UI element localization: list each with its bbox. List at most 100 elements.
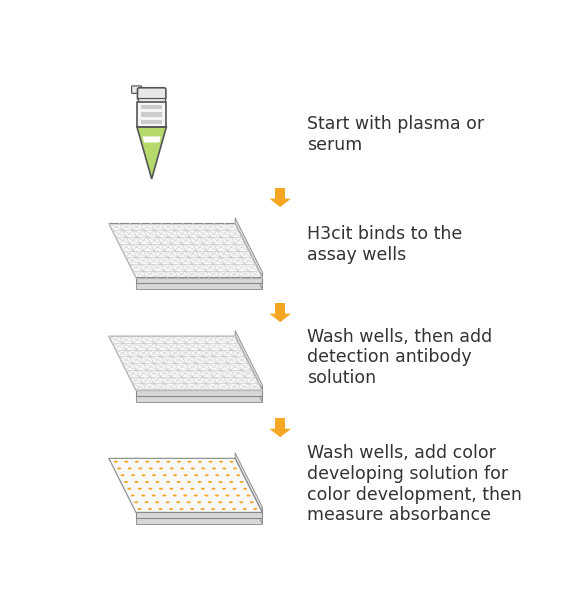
- Ellipse shape: [211, 488, 215, 490]
- Ellipse shape: [229, 461, 233, 463]
- Ellipse shape: [197, 501, 201, 503]
- Ellipse shape: [180, 467, 184, 470]
- Ellipse shape: [225, 495, 229, 497]
- Polygon shape: [109, 223, 262, 278]
- Polygon shape: [275, 418, 285, 429]
- FancyBboxPatch shape: [132, 86, 141, 93]
- Ellipse shape: [155, 501, 159, 503]
- Ellipse shape: [114, 461, 118, 463]
- Ellipse shape: [125, 461, 128, 463]
- Ellipse shape: [124, 481, 128, 483]
- Ellipse shape: [201, 467, 205, 470]
- Ellipse shape: [201, 508, 205, 510]
- Ellipse shape: [152, 474, 156, 476]
- Ellipse shape: [127, 467, 132, 470]
- Polygon shape: [143, 137, 161, 143]
- Ellipse shape: [236, 474, 240, 476]
- Ellipse shape: [166, 481, 170, 483]
- Ellipse shape: [166, 461, 171, 463]
- Polygon shape: [275, 303, 285, 314]
- Ellipse shape: [219, 461, 223, 463]
- Ellipse shape: [176, 481, 180, 483]
- Ellipse shape: [194, 474, 198, 476]
- Polygon shape: [269, 314, 291, 322]
- Ellipse shape: [239, 501, 243, 503]
- Polygon shape: [136, 396, 262, 401]
- Ellipse shape: [184, 474, 188, 476]
- Polygon shape: [275, 188, 285, 199]
- Ellipse shape: [208, 461, 212, 463]
- Polygon shape: [139, 98, 165, 102]
- Polygon shape: [235, 331, 262, 390]
- Polygon shape: [235, 458, 262, 518]
- Polygon shape: [235, 218, 262, 278]
- Polygon shape: [136, 512, 262, 518]
- Polygon shape: [235, 336, 262, 396]
- Ellipse shape: [198, 481, 201, 483]
- Ellipse shape: [215, 495, 219, 497]
- Ellipse shape: [246, 495, 250, 497]
- Polygon shape: [235, 223, 262, 283]
- Ellipse shape: [158, 508, 162, 510]
- Ellipse shape: [146, 461, 150, 463]
- Ellipse shape: [169, 488, 173, 490]
- Ellipse shape: [253, 508, 257, 510]
- Polygon shape: [136, 512, 262, 518]
- Ellipse shape: [149, 467, 152, 470]
- Polygon shape: [235, 223, 262, 283]
- Ellipse shape: [191, 467, 195, 470]
- FancyBboxPatch shape: [137, 88, 166, 100]
- Ellipse shape: [180, 508, 183, 510]
- Polygon shape: [136, 278, 262, 283]
- Polygon shape: [136, 390, 262, 396]
- Ellipse shape: [240, 481, 244, 483]
- Ellipse shape: [134, 481, 139, 483]
- Polygon shape: [269, 429, 291, 437]
- Ellipse shape: [131, 474, 135, 476]
- Ellipse shape: [156, 461, 160, 463]
- Ellipse shape: [159, 467, 164, 470]
- Ellipse shape: [183, 495, 187, 497]
- Ellipse shape: [187, 501, 191, 503]
- Ellipse shape: [243, 488, 247, 490]
- Ellipse shape: [250, 501, 254, 503]
- Ellipse shape: [120, 474, 125, 476]
- Ellipse shape: [177, 461, 181, 463]
- Ellipse shape: [187, 461, 191, 463]
- Ellipse shape: [198, 461, 202, 463]
- Ellipse shape: [159, 488, 163, 490]
- Ellipse shape: [162, 495, 166, 497]
- Text: Wash wells, add color
developing solution for
color development, then
measure ab: Wash wells, add color developing solutio…: [307, 444, 522, 525]
- Ellipse shape: [131, 495, 134, 497]
- Ellipse shape: [226, 474, 230, 476]
- Polygon shape: [109, 336, 262, 390]
- Ellipse shape: [135, 461, 139, 463]
- Ellipse shape: [212, 467, 216, 470]
- Ellipse shape: [166, 501, 170, 503]
- Ellipse shape: [141, 474, 146, 476]
- Ellipse shape: [144, 501, 148, 503]
- Ellipse shape: [215, 474, 219, 476]
- Ellipse shape: [201, 488, 205, 490]
- Bar: [141, 112, 162, 117]
- Polygon shape: [235, 464, 262, 523]
- Ellipse shape: [208, 481, 212, 483]
- Ellipse shape: [145, 481, 149, 483]
- Bar: [141, 105, 162, 109]
- Ellipse shape: [194, 495, 198, 497]
- Ellipse shape: [229, 501, 233, 503]
- Polygon shape: [137, 102, 166, 127]
- Ellipse shape: [190, 508, 194, 510]
- Ellipse shape: [222, 488, 226, 490]
- Ellipse shape: [208, 501, 212, 503]
- Polygon shape: [136, 385, 262, 390]
- Ellipse shape: [219, 481, 223, 483]
- Polygon shape: [235, 336, 262, 396]
- Ellipse shape: [138, 488, 142, 490]
- Ellipse shape: [204, 495, 208, 497]
- Ellipse shape: [173, 474, 177, 476]
- Text: H3cit binds to the
assay wells: H3cit binds to the assay wells: [307, 225, 463, 264]
- Ellipse shape: [232, 508, 236, 510]
- Ellipse shape: [152, 495, 156, 497]
- Text: Wash wells, then add
detection antibody
solution: Wash wells, then add detection antibody …: [307, 328, 492, 387]
